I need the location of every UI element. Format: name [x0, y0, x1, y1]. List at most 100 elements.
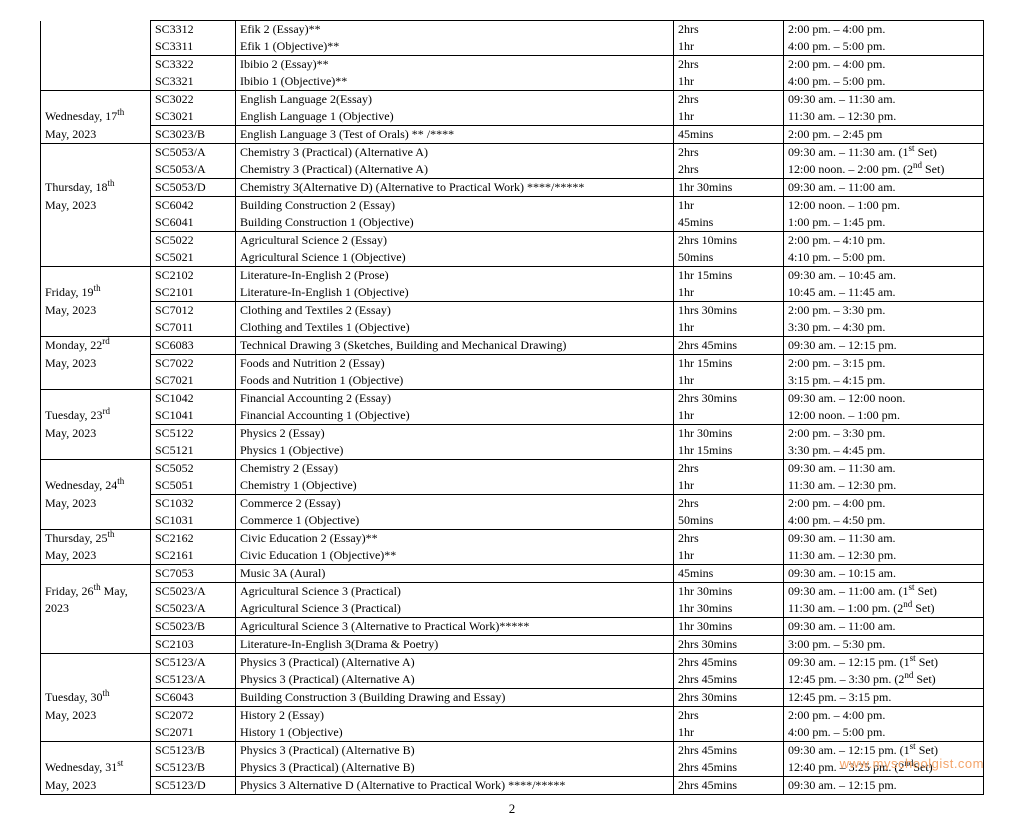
duration-cell: 2hrs: [674, 161, 784, 179]
table-row: SC2071History 1 (Objective)1hr4:00 pm. –…: [41, 724, 984, 742]
date-cell: [41, 161, 151, 179]
time-cell: 11:30 am. – 1:00 pm. (2nd Set): [784, 600, 984, 618]
duration-cell: 2hrs: [674, 56, 784, 74]
duration-cell: 2hrs 45mins: [674, 742, 784, 760]
code-cell: SC3321: [151, 73, 236, 91]
table-row: SC5022Agricultural Science 2 (Essay)2hrs…: [41, 232, 984, 250]
code-cell: SC5021: [151, 249, 236, 267]
duration-cell: 45mins: [674, 214, 784, 232]
date-cell: [41, 73, 151, 91]
table-row: SC2102Literature-In-English 2 (Prose)1hr…: [41, 267, 984, 285]
code-cell: SC1031: [151, 512, 236, 530]
date-cell: Tuesday, 23rd: [41, 407, 151, 425]
time-cell: 09:30 am. – 11:00 am. (1st Set): [784, 583, 984, 601]
duration-cell: 1hr: [674, 73, 784, 91]
date-cell: Friday, 26th May,: [41, 583, 151, 601]
date-cell: 2023: [41, 600, 151, 618]
code-cell: SC3322: [151, 56, 236, 74]
duration-cell: 1hr 30mins: [674, 425, 784, 443]
code-cell: SC7021: [151, 372, 236, 390]
subject-cell: Chemistry 2 (Essay): [236, 460, 674, 478]
subject-cell: Physics 1 (Objective): [236, 442, 674, 460]
time-cell: 10:45 am. – 11:45 am.: [784, 284, 984, 302]
subject-cell: Physics 3 (Practical) (Alternative A): [236, 671, 674, 689]
time-cell: 11:30 am. – 12:30 pm.: [784, 477, 984, 495]
duration-cell: 1hr 15mins: [674, 355, 784, 373]
code-cell: SC3023/B: [151, 126, 236, 144]
code-cell: SC6083: [151, 337, 236, 355]
table-row: SC6041Building Construction 1 (Objective…: [41, 214, 984, 232]
subject-cell: Commerce 1 (Objective): [236, 512, 674, 530]
time-cell: 2:00 pm. – 4:10 pm.: [784, 232, 984, 250]
table-row: SC5121Physics 1 (Objective)1hr 15mins3:3…: [41, 442, 984, 460]
table-row: Tuesday, 23rdSC1041Financial Accounting …: [41, 407, 984, 425]
duration-cell: 2hrs: [674, 21, 784, 39]
time-cell: 09:30 am. – 10:15 am.: [784, 565, 984, 583]
subject-cell: Agricultural Science 3 (Practical): [236, 583, 674, 601]
date-cell: [41, 442, 151, 460]
watermark: www.myschoolgist.com: [840, 756, 984, 771]
subject-cell: Foods and Nutrition 2 (Essay): [236, 355, 674, 373]
date-cell: [41, 742, 151, 760]
time-cell: 2:00 pm. – 4:00 pm.: [784, 707, 984, 725]
code-cell: SC7012: [151, 302, 236, 320]
table-row: Tuesday, 30thSC6043Building Construction…: [41, 689, 984, 707]
subject-cell: Ibibio 2 (Essay)**: [236, 56, 674, 74]
time-cell: 09:30 am. – 11:30 am.: [784, 91, 984, 109]
date-cell: Tuesday, 30th: [41, 689, 151, 707]
code-cell: SC3311: [151, 38, 236, 56]
duration-cell: 2hrs: [674, 495, 784, 513]
time-cell: 1:00 pm. – 1:45 pm.: [784, 214, 984, 232]
table-row: May, 2023SC2161Civic Education 1 (Object…: [41, 547, 984, 565]
code-cell: SC5023/A: [151, 600, 236, 618]
duration-cell: 1hr: [674, 477, 784, 495]
time-cell: 12:45 pm. – 3:15 pm.: [784, 689, 984, 707]
duration-cell: 1hr 30mins: [674, 583, 784, 601]
code-cell: SC5053/D: [151, 179, 236, 197]
code-cell: SC2101: [151, 284, 236, 302]
duration-cell: 50mins: [674, 512, 784, 530]
timetable: SC3312Efik 2 (Essay)**2hrs2:00 pm. – 4:0…: [40, 20, 984, 795]
duration-cell: 1hr 30mins: [674, 600, 784, 618]
time-cell: 3:30 pm. – 4:30 pm.: [784, 319, 984, 337]
time-cell: 09:30 am. – 11:00 am.: [784, 179, 984, 197]
time-cell: 12:00 noon. – 2:00 pm. (2nd Set): [784, 161, 984, 179]
duration-cell: 1hr: [674, 284, 784, 302]
date-cell: [41, 372, 151, 390]
code-cell: SC7011: [151, 319, 236, 337]
table-row: May, 2023SC1032Commerce 2 (Essay)2hrs2:0…: [41, 495, 984, 513]
subject-cell: Agricultural Science 2 (Essay): [236, 232, 674, 250]
code-cell: SC1041: [151, 407, 236, 425]
subject-cell: English Language 2(Essay): [236, 91, 674, 109]
subject-cell: Literature-In-English 3(Drama & Poetry): [236, 636, 674, 654]
table-row: Friday, 19thSC2101Literature-In-English …: [41, 284, 984, 302]
subject-cell: Physics 3 (Practical) (Alternative B): [236, 759, 674, 777]
date-cell: [41, 618, 151, 636]
code-cell: SC3312: [151, 21, 236, 39]
subject-cell: Physics 3 (Practical) (Alternative B): [236, 742, 674, 760]
code-cell: SC5053/A: [151, 161, 236, 179]
table-row: May, 2023SC3023/BEnglish Language 3 (Tes…: [41, 126, 984, 144]
duration-cell: 1hr: [674, 724, 784, 742]
subject-cell: Clothing and Textiles 2 (Essay): [236, 302, 674, 320]
subject-cell: Building Construction 1 (Objective): [236, 214, 674, 232]
code-cell: SC5053/A: [151, 144, 236, 162]
duration-cell: 45mins: [674, 126, 784, 144]
date-cell: May, 2023: [41, 425, 151, 443]
time-cell: 2:00 pm. – 3:30 pm.: [784, 302, 984, 320]
table-row: May, 2023SC7022Foods and Nutrition 2 (Es…: [41, 355, 984, 373]
duration-cell: 2hrs: [674, 91, 784, 109]
date-cell: Wednesday, 17th: [41, 108, 151, 126]
subject-cell: History 2 (Essay): [236, 707, 674, 725]
code-cell: SC2162: [151, 530, 236, 548]
date-cell: [41, 565, 151, 583]
table-row: SC5053/AChemistry 3 (Practical) (Alterna…: [41, 161, 984, 179]
date-cell: [41, 21, 151, 39]
time-cell: 09:30 am. – 11:30 am.: [784, 530, 984, 548]
code-cell: SC2071: [151, 724, 236, 742]
date-cell: [41, 91, 151, 109]
table-row: Thursday, 18thSC5053/DChemistry 3(Altern…: [41, 179, 984, 197]
duration-cell: 2hrs: [674, 460, 784, 478]
date-cell: [41, 144, 151, 162]
subject-cell: Chemistry 1 (Objective): [236, 477, 674, 495]
